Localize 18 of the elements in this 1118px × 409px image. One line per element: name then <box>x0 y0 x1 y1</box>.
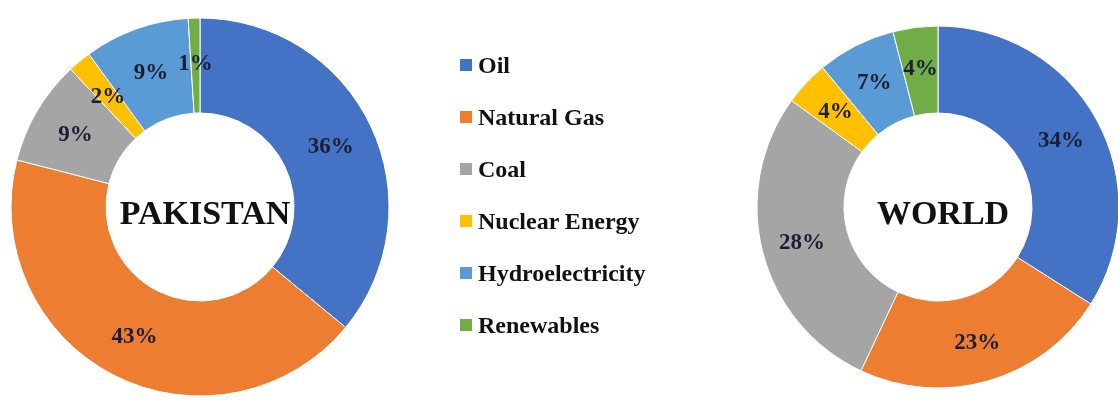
legend-label: Coal <box>478 156 527 182</box>
legend-label: Renewables <box>478 312 600 338</box>
slice-label: WORLD <box>876 193 1010 231</box>
data-label: 7% <box>856 69 892 95</box>
data-label: 9% <box>133 58 169 84</box>
data-label: 36% <box>307 132 354 158</box>
legend-label: Nuclear Energy <box>478 208 640 234</box>
data-label: 4% <box>818 98 853 124</box>
data-label: 4% <box>903 55 938 81</box>
legend-label: Natural Gas <box>478 104 604 130</box>
data-label: 28% <box>778 229 825 255</box>
slice-label: PAKISTAN <box>119 193 291 231</box>
data-label: 23% <box>954 329 1001 355</box>
data-label: 34% <box>1038 126 1085 152</box>
data-label: 43% <box>111 323 158 349</box>
data-label: 9% <box>58 120 93 146</box>
legend-label: Hydroelectricity <box>478 260 646 286</box>
legend-label: Oil <box>478 52 511 78</box>
